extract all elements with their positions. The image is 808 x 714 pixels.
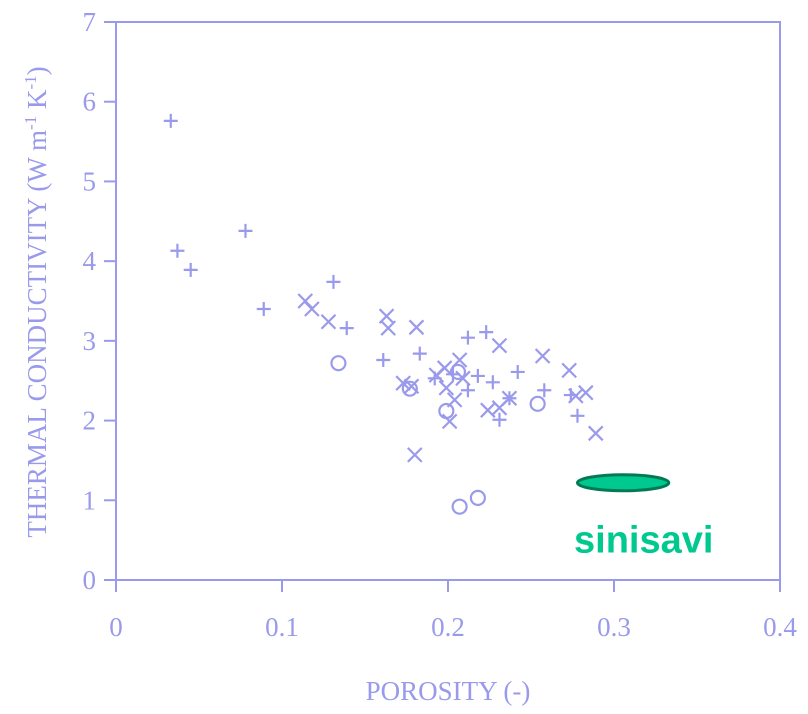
plus-point: [238, 223, 253, 238]
cross-point: [304, 301, 320, 317]
x-tick-label: 0: [109, 612, 123, 642]
plus-point: [339, 321, 354, 336]
circle-point: [438, 402, 455, 420]
circle-point: [451, 498, 468, 515]
plus-point: [460, 383, 475, 398]
cross-point: [534, 348, 551, 364]
y-label-sup: -1: [21, 75, 40, 89]
circle-point: [449, 363, 467, 381]
cross-point: [568, 388, 584, 404]
plus-point: [479, 325, 494, 340]
y-tick-label: 3: [83, 326, 97, 356]
plus-point: [326, 274, 341, 289]
circle-point: [529, 395, 546, 412]
y-tick-label: 1: [83, 485, 97, 515]
sinisavi-range: [575, 473, 671, 493]
circle-point: [330, 355, 347, 372]
cross-point: [407, 447, 423, 463]
plus-point: [376, 352, 391, 367]
x-tick-label: 0.1: [265, 612, 299, 642]
cross-point: [501, 390, 518, 407]
circle-point: [401, 380, 418, 397]
plus-point: [170, 243, 185, 258]
cross-point: [320, 313, 337, 330]
y-tick-label: 0: [83, 565, 97, 595]
circle-point: [469, 489, 486, 506]
y-label-sup: -1: [21, 116, 40, 130]
x-tick-label: 0.4: [763, 612, 797, 642]
cross-point: [436, 360, 453, 376]
cross-point: [578, 384, 594, 401]
plus-point: [412, 346, 427, 361]
plus-point: [470, 368, 485, 383]
x-tick-label: 0.2: [431, 612, 465, 642]
plus-point: [485, 375, 500, 390]
y-label-part: ): [22, 66, 52, 75]
plot-frame: [115, 21, 781, 581]
y-axis-label: THERMAL CONDUCTIVITY (W m-1 K-1): [21, 66, 52, 537]
plus-point: [570, 408, 585, 423]
plus-point: [537, 383, 552, 398]
y-tick-label: 4: [83, 246, 97, 276]
cross-point: [408, 319, 425, 336]
plus-point: [163, 113, 178, 128]
cross-point: [441, 413, 458, 430]
cross-point: [480, 402, 496, 418]
x-tick-label: 0.3: [597, 612, 631, 642]
plus-point: [492, 412, 507, 427]
y-tick-label: 6: [83, 87, 97, 117]
cross-point: [380, 320, 397, 336]
cross-point: [395, 375, 411, 391]
y-tick-label: 7: [83, 7, 97, 37]
cross-point: [587, 425, 604, 442]
cross-point: [561, 362, 577, 379]
plus-point: [510, 364, 525, 379]
annotation-label: sinisavi: [574, 520, 713, 562]
plus-point: [460, 330, 475, 345]
plus-point: [256, 301, 271, 316]
y-tick-label: 2: [83, 406, 97, 436]
cross-point: [438, 380, 455, 396]
y-label-part: K: [22, 89, 52, 116]
plus-point: [183, 262, 198, 277]
y-tick-label: 5: [83, 166, 97, 196]
y-label-part: THERMAL CONDUCTIVITY (W m: [22, 130, 52, 538]
x-axis-label: POROSITY (-): [366, 676, 531, 706]
cross-point: [491, 337, 508, 354]
